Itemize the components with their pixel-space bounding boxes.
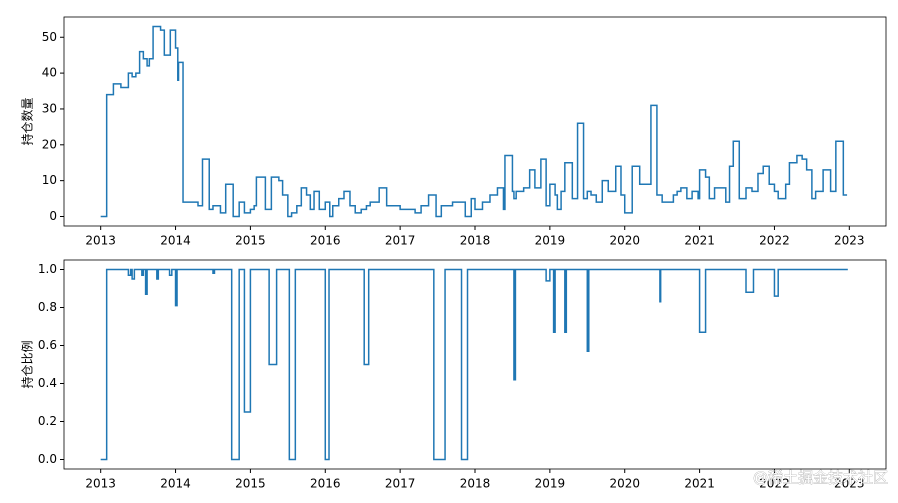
- x-tick-label: 2017: [385, 477, 416, 491]
- y-tick-label: 0.8: [38, 300, 57, 314]
- x-tick-label: 2022: [759, 234, 790, 248]
- y-axis-label: 持仓数量: [20, 97, 35, 145]
- y-tick-label: 50: [42, 30, 57, 44]
- y-tick-label: 0.4: [38, 376, 57, 390]
- y-tick-label: 30: [42, 101, 57, 115]
- x-tick-label: 2017: [385, 234, 416, 248]
- data-line: [100, 25, 848, 218]
- x-tick-label: 2022: [759, 477, 790, 491]
- axes-frame: [63, 16, 887, 227]
- data-line: [100, 268, 848, 461]
- y-axis-label: 持仓比例: [20, 340, 35, 388]
- y-tick-label: 10: [42, 173, 57, 187]
- x-tick-label: 2018: [460, 477, 491, 491]
- x-tick-label: 2013: [85, 234, 116, 248]
- y-tick-label: 0.6: [38, 338, 57, 352]
- y-tick-label: 0: [49, 209, 57, 223]
- x-tick-label: 2021: [684, 234, 715, 248]
- x-tick-label: 2016: [310, 234, 341, 248]
- x-tick-label: 2018: [460, 234, 491, 248]
- watermark: @稀土掘金技术社区: [753, 469, 888, 487]
- y-tick-label: 0.0: [38, 452, 57, 466]
- y-tick-label: 0.2: [38, 414, 57, 428]
- x-tick-label: 2020: [609, 234, 640, 248]
- x-tick-label: 2023: [834, 234, 865, 248]
- x-tick-label: 2016: [310, 477, 341, 491]
- y-tick-label: 20: [42, 137, 57, 151]
- x-tick-label: 2023: [834, 477, 865, 491]
- x-tick-label: 2019: [535, 477, 566, 491]
- x-tick-label: 2015: [235, 477, 266, 491]
- x-tick-label: 2014: [160, 234, 191, 248]
- x-tick-label: 2015: [235, 234, 266, 248]
- y-tick-label: 40: [42, 66, 57, 80]
- x-tick-label: 2021: [684, 477, 715, 491]
- x-tick-label: 2014: [160, 477, 191, 491]
- axes-frame: [63, 259, 887, 470]
- y-tick-label: 1.0: [38, 262, 57, 276]
- x-tick-label: 2020: [609, 477, 640, 491]
- x-tick-label: 2013: [85, 477, 116, 491]
- x-tick-label: 2019: [535, 234, 566, 248]
